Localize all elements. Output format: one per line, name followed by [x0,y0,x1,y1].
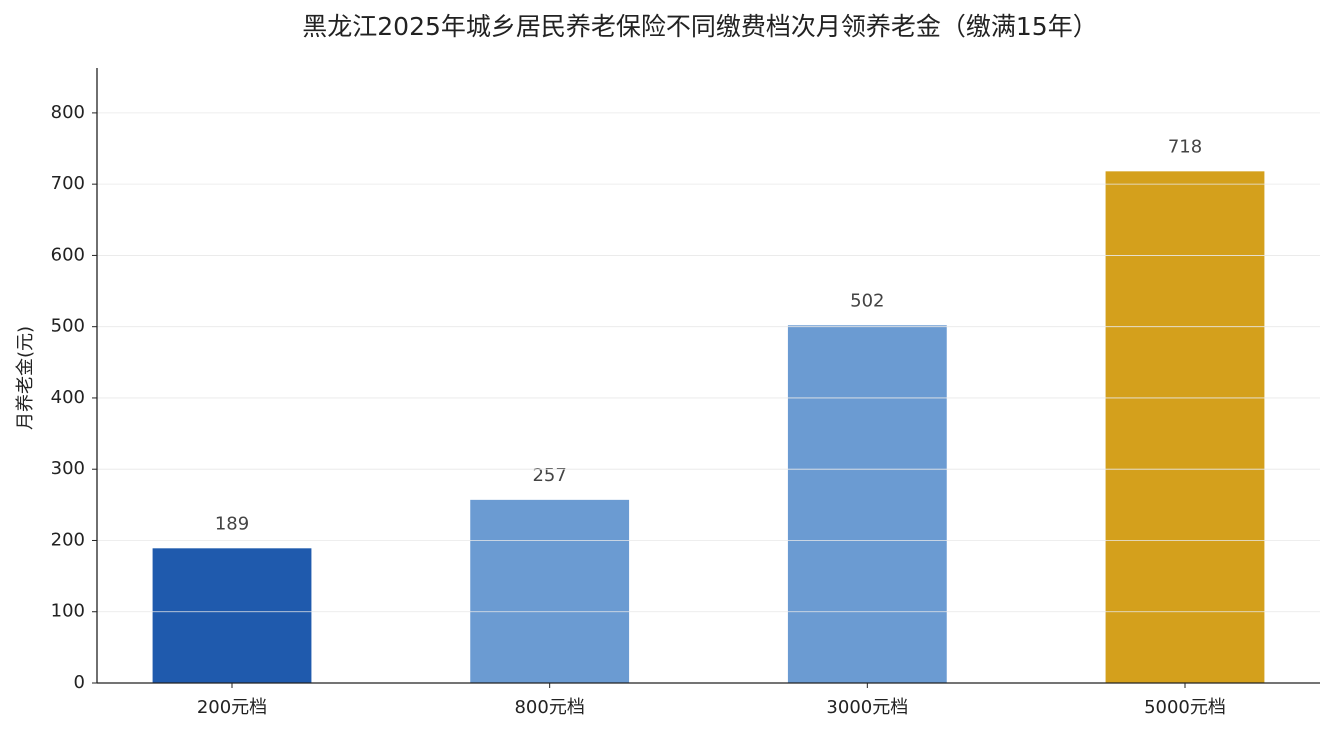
data-label: 502 [850,290,884,311]
y-tick-label: 300 [51,458,85,479]
x-tick-label: 5000元档 [1144,697,1226,718]
bar [787,325,947,683]
y-tick-label: 700 [51,173,85,194]
chart-title: 黑龙江2025年城乡居民养老保险不同缴费档次月领养老金（缴满15年） [302,12,1097,41]
x-tick-label: 200元档 [197,697,267,718]
x-tick-label: 800元档 [514,697,584,718]
data-label: 257 [532,465,566,486]
y-tick-label: 200 [51,529,85,550]
y-tick-label: 100 [51,601,85,622]
y-tick-label: 800 [51,102,85,123]
data-label: 189 [215,513,249,534]
y-tick-label: 600 [51,244,85,265]
x-tick-label: 3000元档 [826,697,908,718]
y-tick-label: 400 [51,387,85,408]
data-label: 718 [1168,136,1202,157]
bar [470,499,630,683]
y-axis-label: 月养老金(元) [15,326,36,430]
y-tick-label: 500 [51,316,85,337]
y-tick-label: 0 [74,672,85,693]
bar [1105,171,1265,683]
bar [152,548,312,683]
